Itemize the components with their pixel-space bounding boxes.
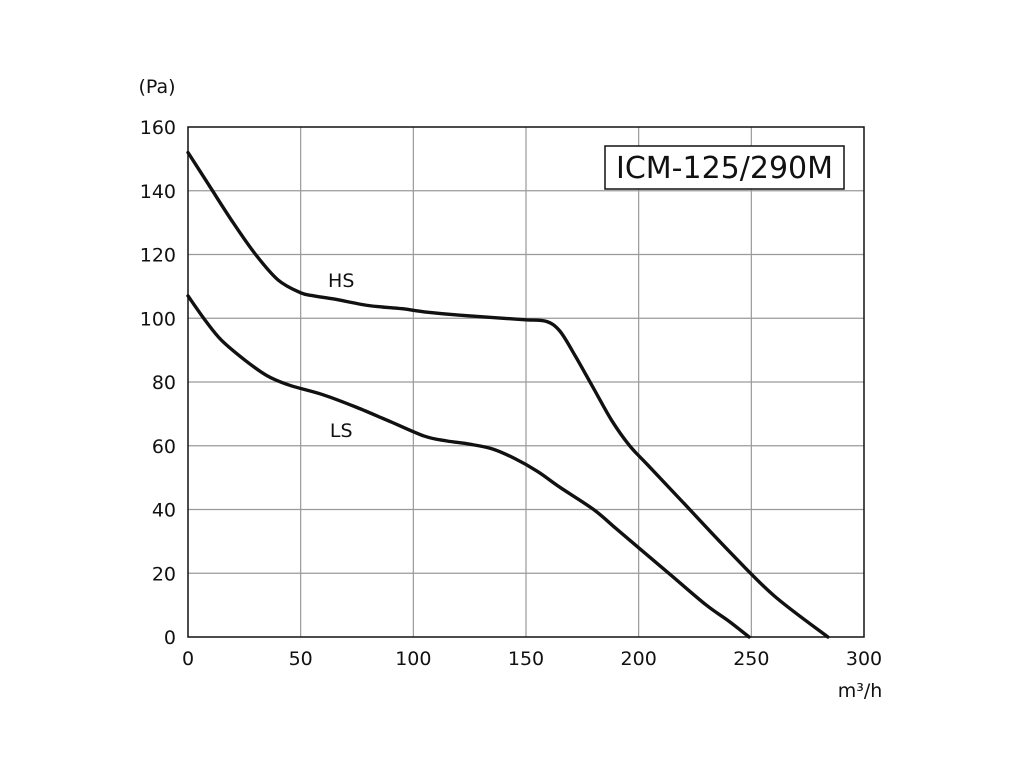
y-tick-label: 160: [140, 117, 176, 139]
plot-frame: [187, 126, 865, 638]
y-tick-label: 0: [164, 627, 176, 649]
x-axis-ticks: 0 50 100 150 200 250 300: [182, 648, 882, 670]
series-line-hs: [186, 150, 830, 639]
chart-title-frame: [604, 145, 845, 190]
y-tick-label: 60: [152, 436, 176, 458]
y-tick-label: 20: [152, 563, 176, 585]
y-tick-label: 140: [140, 181, 176, 203]
grid: [188, 127, 864, 637]
x-tick-label: 300: [846, 648, 882, 670]
x-tick-label: 50: [289, 648, 313, 670]
y-axis-ticks: 0 20 40 60 80 100 120 140 160: [140, 117, 176, 649]
series-label-ls: LS: [330, 420, 353, 442]
series-line-ls: [186, 294, 751, 639]
y-tick-label: 100: [140, 308, 176, 330]
x-tick-label: 0: [182, 648, 194, 670]
y-axis-unit-label: (Pa): [138, 76, 175, 98]
y-tick-label: 40: [152, 500, 176, 522]
x-tick-label: 250: [733, 648, 769, 670]
x-tick-label: 150: [508, 648, 544, 670]
chart-title-box: ICM-125/290M: [604, 145, 845, 190]
chart-title: ICM-125/290M: [616, 151, 833, 186]
x-tick-label: 200: [621, 648, 657, 670]
y-tick-label: 120: [140, 245, 176, 267]
series: HS LS: [186, 150, 830, 639]
series-label-hs: HS: [328, 270, 354, 292]
x-axis-unit-label: m³/h: [838, 680, 883, 702]
y-tick-label: 80: [152, 372, 176, 394]
x-tick-label: 100: [395, 648, 431, 670]
